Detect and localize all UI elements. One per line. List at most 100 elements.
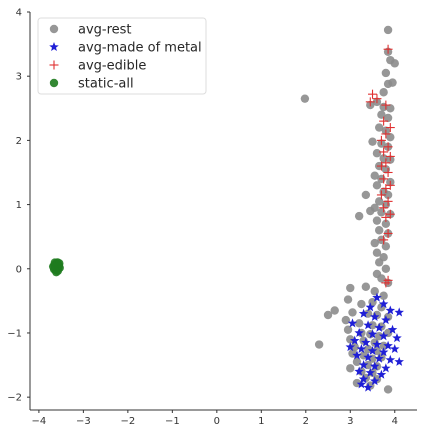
data-point xyxy=(323,310,333,320)
data-point xyxy=(383,113,393,123)
data-point xyxy=(314,340,324,349)
data-point xyxy=(358,360,369,370)
data-point xyxy=(383,79,393,89)
legend-label: avg-rest xyxy=(78,23,132,38)
data-point xyxy=(367,345,378,355)
data-point xyxy=(48,262,58,271)
series-3 xyxy=(48,258,64,277)
data-point xyxy=(372,292,382,302)
x-tick-label: −1 xyxy=(165,416,180,427)
legend-marker xyxy=(49,24,59,34)
data-point xyxy=(379,147,389,157)
y-tick-label: 4 xyxy=(16,8,22,19)
x-tick-label: 3 xyxy=(347,416,353,427)
data-point xyxy=(381,219,391,229)
data-point xyxy=(366,206,375,216)
data-point xyxy=(330,306,339,315)
legend-marker xyxy=(49,78,59,88)
x-tick-label: 0 xyxy=(214,416,220,427)
data-point xyxy=(372,181,382,190)
data-point xyxy=(374,226,384,235)
data-point xyxy=(385,123,395,133)
data-point xyxy=(378,347,389,357)
data-point xyxy=(374,353,384,363)
data-point xyxy=(381,68,391,78)
data-point xyxy=(379,116,389,126)
data-point xyxy=(374,258,384,267)
y-tick-label: 1 xyxy=(16,200,22,211)
data-point xyxy=(379,235,389,245)
data-point xyxy=(346,364,355,373)
data-point xyxy=(383,385,393,394)
data-point xyxy=(363,320,373,330)
data-point xyxy=(379,203,389,213)
data-point xyxy=(348,308,357,317)
data-point xyxy=(376,135,386,145)
data-point xyxy=(354,327,364,338)
data-point xyxy=(361,337,371,347)
data-point xyxy=(345,342,356,352)
data-point xyxy=(352,357,362,367)
data-point xyxy=(369,376,380,386)
data-point xyxy=(374,322,384,332)
legend-label: avg-edible xyxy=(78,59,146,74)
data-point xyxy=(358,308,369,318)
data-point xyxy=(385,354,396,364)
data-point xyxy=(381,212,391,222)
data-point xyxy=(343,325,353,334)
y-tick-label: 2 xyxy=(16,136,22,147)
x-tick-label: −3 xyxy=(76,416,91,427)
data-point xyxy=(385,151,395,161)
data-point xyxy=(376,369,387,379)
data-point xyxy=(365,97,375,107)
data-point xyxy=(369,311,380,321)
data-point xyxy=(341,315,351,325)
data-point xyxy=(372,94,382,104)
data-point xyxy=(354,211,364,221)
data-point xyxy=(390,344,400,354)
data-point xyxy=(367,329,378,339)
data-point xyxy=(372,216,382,225)
data-point xyxy=(381,242,391,251)
data-point xyxy=(383,340,393,350)
x-tick-label: 2 xyxy=(303,416,309,427)
data-point xyxy=(346,283,355,293)
data-point xyxy=(300,94,310,103)
data-point xyxy=(358,374,369,384)
data-point xyxy=(372,149,382,158)
data-point xyxy=(376,161,386,171)
data-point xyxy=(385,305,396,315)
series-1 xyxy=(345,292,404,392)
data-point xyxy=(383,25,393,35)
y-tick-label: 0 xyxy=(16,264,22,275)
data-point xyxy=(381,264,391,273)
data-point xyxy=(381,100,391,110)
data-point xyxy=(354,319,364,328)
data-point xyxy=(352,378,362,388)
x-tick-label: 4 xyxy=(392,416,398,427)
legend-marker xyxy=(49,42,59,52)
data-point xyxy=(383,44,393,54)
y-tick-label: −1 xyxy=(7,328,22,339)
data-point xyxy=(379,291,388,300)
data-point xyxy=(365,367,376,377)
data-point xyxy=(378,331,389,341)
data-point xyxy=(372,339,382,349)
data-point xyxy=(363,382,373,392)
data-point xyxy=(376,190,386,200)
data-point xyxy=(381,363,391,373)
data-point xyxy=(370,287,379,296)
axes xyxy=(29,12,417,411)
data-points xyxy=(48,25,404,394)
data-point xyxy=(343,295,353,304)
data-point xyxy=(379,88,388,97)
legend-item: avg-edible xyxy=(49,59,146,74)
data-point xyxy=(365,302,376,312)
legend-item: avg-made of metal xyxy=(49,41,202,56)
data-point xyxy=(387,324,398,334)
data-point xyxy=(374,123,384,132)
data-point xyxy=(370,171,379,180)
data-point xyxy=(383,142,393,152)
data-point xyxy=(368,89,378,99)
data-point xyxy=(357,299,366,309)
